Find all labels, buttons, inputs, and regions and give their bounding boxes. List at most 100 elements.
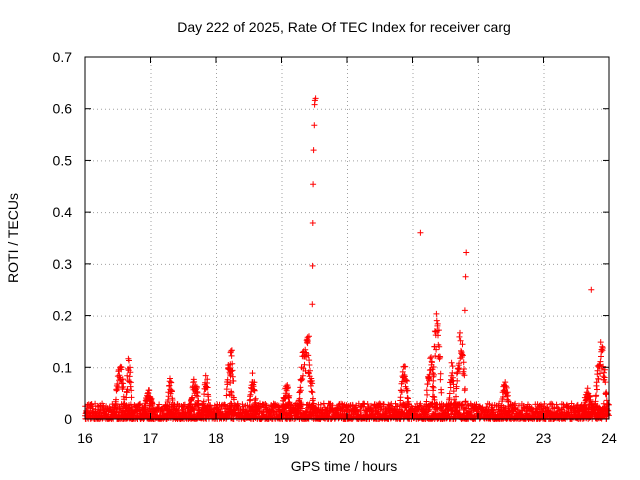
burst-point [456,360,463,367]
y-tick-label: 0.4 [53,204,73,220]
burst-point [202,372,209,379]
x-axis-label: GPS time / hours [291,458,398,474]
x-tick-label: 24 [601,430,617,446]
data-point [462,273,469,280]
burst-point [500,394,507,400]
burst-point [445,406,452,413]
burst-point [601,369,607,376]
burst-point [279,403,286,410]
x-tick-label: 17 [143,430,159,446]
axis-ticks: 16 17 18 19 20 21 22 23 24 0 0.1 0.2 0.3 0.4 0.5 0.6 0.7 [53,49,617,446]
data-point [312,95,319,102]
burst-point [459,352,466,359]
burst-point [127,379,134,386]
burst-point [449,369,456,376]
noise-point [317,401,324,408]
x-tick-label: 20 [339,430,355,446]
burst-point [128,404,135,411]
burst-point [309,389,316,396]
burst-point [228,352,235,359]
burst-point [204,376,211,383]
burst-point [456,333,463,340]
burst-point [146,387,153,394]
burst-point [124,386,131,393]
burst-point [437,370,444,377]
burst-point [253,410,260,417]
burst-point [296,395,303,402]
burst-point [433,317,440,324]
burst-point [191,378,198,385]
burst-point [300,372,306,379]
burst-point [433,346,440,353]
burst-point [459,351,466,358]
burst-point [205,397,212,403]
burst-point [403,377,410,384]
burst-point [462,398,469,405]
y-tick-label: 0.3 [53,256,73,272]
y-tick-label: 0.1 [53,359,73,375]
burst-point [228,368,235,375]
burst-point [228,347,235,354]
burst-point [453,383,460,390]
burst-point [601,366,608,373]
burst-point [597,339,604,346]
burst-point [429,359,435,366]
burst-point [168,388,175,395]
burst-point [308,388,315,395]
noise-point [564,403,571,410]
y-tick-label: 0.5 [53,152,73,168]
data-point [463,249,470,256]
burst-point [448,359,455,366]
burst-point [122,404,129,411]
burst-point [446,390,453,397]
burst-point [229,367,236,374]
burst-point [230,378,237,384]
burst-point [397,394,404,401]
burst-point [436,343,443,350]
burst-point [452,400,459,406]
burst-point [430,364,437,370]
noise-point [433,406,440,413]
burst-point [399,368,406,375]
burst-point [453,370,460,377]
burst-point [602,379,609,386]
noise-point [456,407,463,413]
burst-point [150,410,157,417]
burst-point [123,389,130,396]
burst-point [452,410,459,417]
burst-point [223,405,230,412]
noise-point [343,411,349,418]
burst-point [283,387,290,394]
burst-point [128,394,135,401]
noise-point [501,406,508,413]
burst-point [597,358,604,365]
burst-point [226,410,233,417]
burst-point [299,376,306,382]
burst-point [280,401,287,407]
noise-point [419,406,426,413]
burst-point [462,385,468,392]
burst-point [429,400,436,407]
noise-point [137,400,144,407]
grid [85,57,609,419]
burst-point [591,407,598,414]
burst-point [251,379,258,386]
noise-point [156,401,163,408]
x-tick-label: 16 [77,430,93,446]
burst-point [227,348,234,355]
burst-point [401,373,408,380]
data-point [309,262,316,269]
burst-point [584,385,591,392]
burst-point [599,345,606,351]
burst-point [427,355,434,362]
data-point [461,307,468,314]
burst-point [223,392,230,399]
burst-point [460,368,467,375]
burst-point [424,391,431,398]
burst-point [226,391,233,398]
burst-point [592,398,599,405]
burst-point [127,369,134,376]
y-axis-label: ROTI / TECUs [5,193,21,283]
data-point [309,220,316,226]
data-point [310,147,317,154]
